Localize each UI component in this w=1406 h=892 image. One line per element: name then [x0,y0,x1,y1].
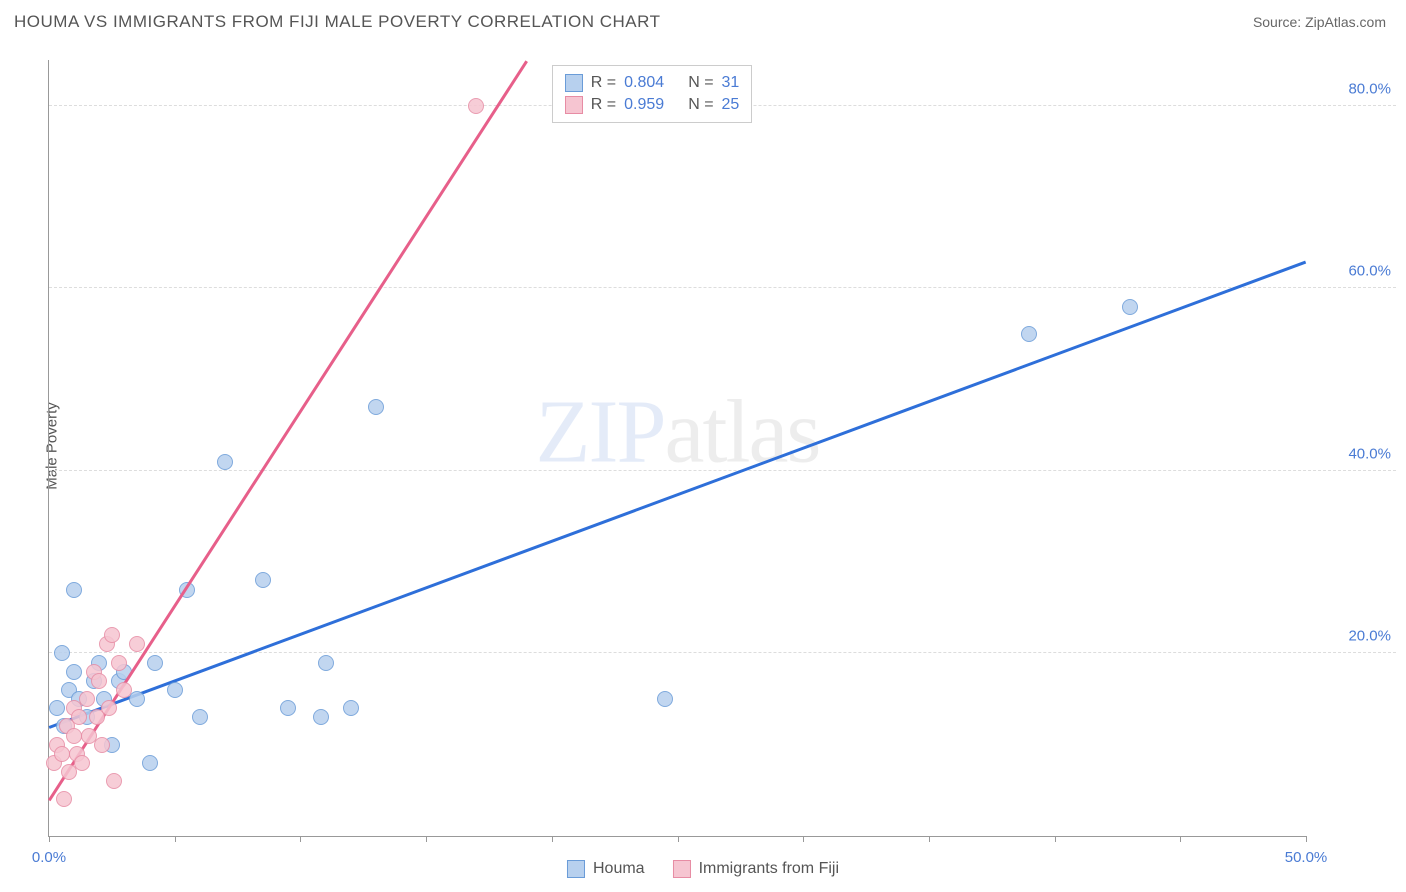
data-point [116,682,132,698]
data-point [192,709,208,725]
legend-label: Immigrants from Fiji [699,860,839,878]
data-point [66,664,82,680]
data-point [56,791,72,807]
data-point [111,655,127,671]
series-legend: Houma Immigrants from Fiji [567,860,839,878]
page-title: HOUMA VS IMMIGRANTS FROM FIJI MALE POVER… [14,12,660,32]
x-tick [49,836,50,842]
correlation-chart: ZIPatlas R =0.804N =31R =0.959N =25 20.0… [48,60,1306,837]
r-value: 0.804 [624,74,664,92]
x-tick [175,836,176,842]
n-label: N = [688,74,713,92]
data-point [104,627,120,643]
data-point [313,709,329,725]
y-tick-label: 80.0% [1348,80,1391,97]
legend-swatch [565,74,583,92]
x-tick [552,836,553,842]
n-value: 31 [722,74,740,92]
data-point [74,755,90,771]
data-point [49,700,65,716]
data-point [280,700,296,716]
header: HOUMA VS IMMIGRANTS FROM FIJI MALE POVER… [0,0,1406,40]
data-point [91,673,107,689]
data-point [66,582,82,598]
stats-legend: R = 0.804 N = 31 R = 0.959 N = 25 [552,65,753,123]
data-point [106,773,122,789]
data-point [468,98,484,114]
legend-swatch [673,860,691,878]
data-point [343,700,359,716]
legend-swatch [567,860,585,878]
data-point [167,682,183,698]
data-point [94,737,110,753]
data-point [147,655,163,671]
source-attribution: Source: ZipAtlas.com [1253,14,1386,30]
data-point [71,709,87,725]
n-value: 25 [722,96,740,114]
legend-swatch [565,96,583,114]
r-label: R = [591,74,616,92]
trendline [49,261,1307,729]
x-tick [678,836,679,842]
data-point [66,728,82,744]
data-point [129,636,145,652]
x-tick [426,836,427,842]
data-point [101,700,117,716]
x-tick [803,836,804,842]
r-label: R = [591,96,616,114]
data-point [54,746,70,762]
data-point [657,691,673,707]
y-tick-label: 40.0% [1348,445,1391,462]
legend-item: Immigrants from Fiji [673,860,839,878]
data-point [217,454,233,470]
x-tick [1180,836,1181,842]
r-value: 0.959 [624,96,664,114]
watermark-thin: atlas [665,383,820,482]
watermark-bold: ZIP [536,383,665,482]
data-point [142,755,158,771]
x-tick [1306,836,1307,842]
x-tick [929,836,930,842]
data-point [1021,326,1037,342]
y-tick-label: 60.0% [1348,263,1391,280]
data-point [79,691,95,707]
legend-item: Houma [567,860,645,878]
data-point [54,645,70,661]
x-tick [1055,836,1056,842]
x-tick-label: 0.0% [32,849,66,866]
gridline [49,287,1396,288]
gridline [49,470,1396,471]
data-point [318,655,334,671]
legend-label: Houma [593,860,645,878]
stats-legend-row: R = 0.959 N = 25 [565,94,740,116]
x-tick [300,836,301,842]
data-point [368,399,384,415]
data-point [255,572,271,588]
stats-legend-row: R = 0.804 N = 31 [565,72,740,94]
watermark: ZIPatlas [536,381,820,484]
data-point [1122,299,1138,315]
x-tick-label: 50.0% [1285,849,1328,866]
n-label: N = [688,96,713,114]
y-tick-label: 20.0% [1348,628,1391,645]
